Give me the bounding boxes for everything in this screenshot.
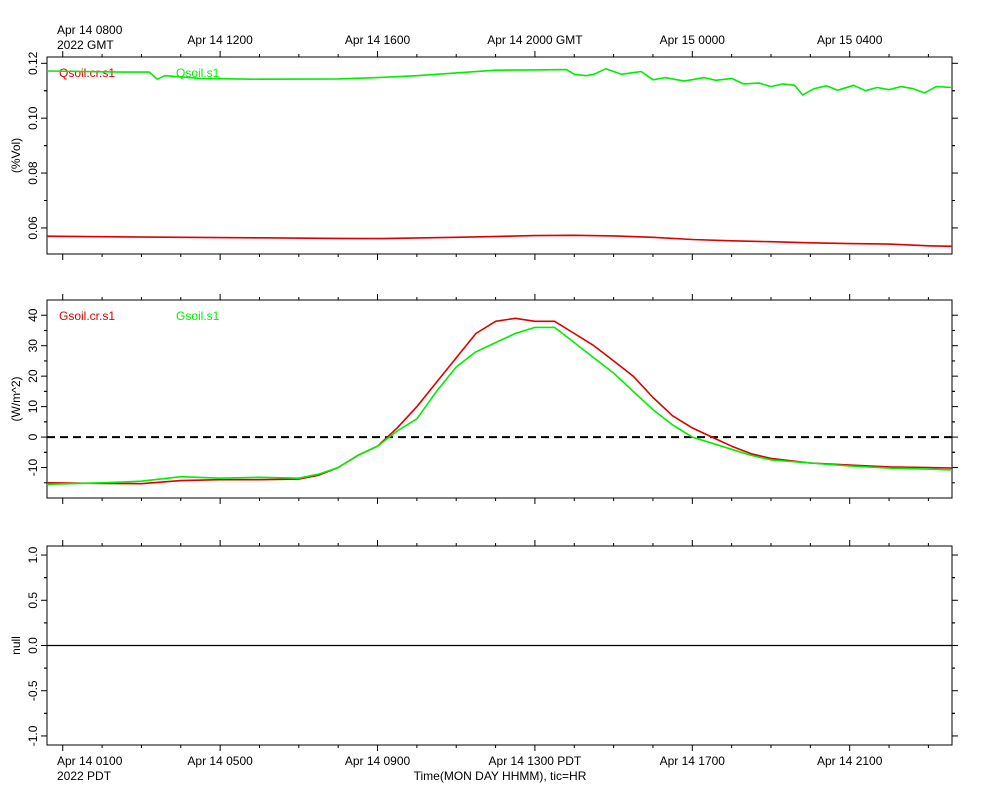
plot-frame <box>46 56 953 255</box>
series-line-Qsoil.s1 <box>46 68 953 96</box>
series-line-Qsoil.cr.s1 <box>46 234 953 248</box>
plot-frame <box>46 299 953 499</box>
y-tick-label: 0.08 <box>26 161 40 185</box>
legend-Qsoil.cr.s1: Qsoil.cr.s1 <box>59 66 115 80</box>
bottom-axis-tick-label: Apr 14 1300 PDT <box>489 754 582 768</box>
top-axis-tick-label: Apr 15 0000 <box>660 33 726 47</box>
top-axis-tick-label: Apr 14 1600 <box>345 33 411 47</box>
y-tick-label: 40 <box>26 308 40 322</box>
bottom-axis-tick-label: Apr 14 1700 <box>660 754 726 768</box>
y-axis-label: null <box>9 636 23 655</box>
y-tick-label: 30 <box>26 339 40 353</box>
y-tick-label: -1.0 <box>26 725 40 746</box>
y-tick-label: 10 <box>26 400 40 414</box>
legend-Gsoil.cr.s1: Gsoil.cr.s1 <box>59 309 115 323</box>
y-tick-label: 0 <box>26 433 40 440</box>
bottom-axis-tick-label: Apr 14 2100 <box>817 754 883 768</box>
y-tick-label: 0.12 <box>26 51 40 75</box>
y-tick-label: 0.10 <box>26 106 40 130</box>
top-axis-tick-label: Apr 14 1200 <box>187 33 253 47</box>
series-line-Gsoil.cr.s1 <box>46 317 953 485</box>
y-axis-label: (W/m^2) <box>9 377 23 422</box>
panel-soil_heat_flux: -10 0 10 20 30 40 (W/m^2) Gsoil.cr.s1 Gsoil.s1 <box>9 294 958 504</box>
y-tick-label: 20 <box>26 369 40 383</box>
y-tick-label: -10 <box>26 459 40 477</box>
y-tick-label: -0.5 <box>26 680 40 701</box>
panel-soil_moisture: 0.06 0.08 0.10 0.12 (%Vol) Apr 14 1200 Apr 14 … <box>9 33 958 260</box>
top-date-line1: Apr 14 0800 <box>57 23 123 37</box>
panels: 0.06 0.08 0.10 0.12 (%Vol) Apr 14 1200 Apr 14 … <box>9 33 958 768</box>
series-line-Gsoil.s1 <box>46 326 953 486</box>
bottom-axis-tick-label: Apr 14 0900 <box>345 754 411 768</box>
bottom-axis-tick-label: Apr 14 0500 <box>187 754 253 768</box>
y-axis-label: (%Vol) <box>9 138 23 173</box>
legend-Qsoil.s1: Qsoil.s1 <box>176 66 220 80</box>
x-axis-label: Time(MON DAY HHMM), tic=HR <box>414 769 587 783</box>
top-axis-tick-label: Apr 14 2000 GMT <box>487 33 583 47</box>
top-axis-tick-label: Apr 15 0400 <box>817 33 883 47</box>
y-tick-label: 1.0 <box>26 546 40 563</box>
legend-Gsoil.s1: Gsoil.s1 <box>176 309 220 323</box>
bottom-date-line2: 2022 PDT <box>57 769 112 783</box>
panel-null_panel: -1.0 -0.5 0.0 0.5 1.0 null Apr 14 0500 Apr 14 0… <box>9 540 958 768</box>
bottom-date-line1: Apr 14 0100 <box>57 754 123 768</box>
top-date-line2: 2022 GMT <box>57 38 114 52</box>
y-tick-label: 0.06 <box>26 216 40 240</box>
y-tick-label: 0.5 <box>26 592 40 609</box>
y-tick-label: 0.0 <box>26 637 40 654</box>
